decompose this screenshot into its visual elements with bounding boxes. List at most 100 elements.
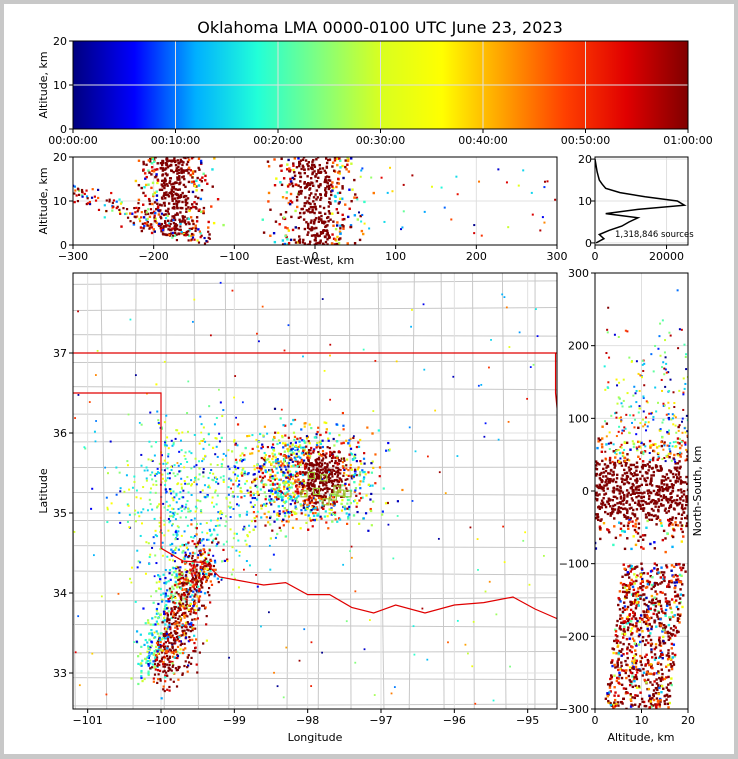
source-point (342, 428, 344, 430)
source-point (202, 440, 204, 442)
source-point (294, 498, 296, 500)
source-point (204, 175, 206, 177)
source-point (298, 450, 300, 452)
source-point (168, 580, 170, 582)
source-point (280, 529, 282, 531)
source-point (150, 208, 152, 210)
source-point (187, 381, 189, 383)
source-point (176, 501, 178, 503)
source-point (217, 541, 219, 543)
source-point (344, 166, 346, 168)
source-point (204, 576, 206, 578)
source-point (641, 475, 643, 477)
source-point (211, 533, 213, 535)
source-point (106, 497, 108, 499)
source-point (606, 465, 608, 467)
source-point (198, 158, 200, 160)
source-point (318, 172, 320, 174)
source-point (285, 469, 287, 471)
source-point (282, 239, 284, 241)
source-point (176, 685, 178, 687)
source-point (675, 517, 677, 519)
source-point (382, 510, 384, 512)
source-point (172, 499, 174, 501)
source-point (188, 491, 190, 493)
source-point (178, 451, 180, 453)
source-point (280, 158, 282, 160)
source-point (123, 491, 125, 493)
source-point (195, 189, 197, 191)
source-point (185, 632, 187, 634)
source-point (445, 492, 447, 494)
source-point (157, 650, 159, 652)
source-point (636, 486, 638, 488)
source-point (164, 619, 166, 621)
source-point (142, 204, 144, 206)
source-point (208, 587, 210, 589)
source-point (258, 340, 260, 342)
source-point (624, 457, 626, 459)
source-point (177, 513, 179, 515)
source-point (609, 462, 611, 464)
source-point (320, 443, 322, 445)
source-point (278, 439, 280, 441)
source-point (205, 606, 207, 608)
source-point (145, 213, 147, 215)
source-point (269, 484, 271, 486)
source-point (679, 467, 681, 469)
source-point (643, 496, 645, 498)
source-point (264, 452, 266, 454)
source-point (150, 223, 152, 225)
source-point (264, 426, 266, 428)
source-point (598, 463, 600, 465)
source-point (90, 508, 92, 510)
source-point (166, 436, 168, 438)
source-point (322, 232, 324, 234)
source-point (250, 494, 252, 496)
source-point (163, 225, 165, 227)
source-point (337, 474, 339, 476)
source-point (332, 162, 334, 164)
source-point (213, 506, 215, 508)
source-point (230, 516, 232, 518)
source-point (226, 498, 228, 500)
source-point (138, 207, 140, 209)
source-point (290, 193, 292, 195)
source-point (281, 184, 283, 186)
source-point (350, 226, 352, 228)
source-point (519, 331, 521, 333)
source-point (169, 569, 171, 571)
source-point (170, 492, 172, 494)
source-point (222, 224, 224, 226)
source-point (140, 677, 142, 679)
source-point (535, 308, 537, 310)
source-point (363, 478, 365, 480)
source-point (478, 181, 480, 183)
source-point (387, 192, 389, 194)
source-point (108, 200, 110, 202)
source-point (155, 383, 157, 385)
source-point (354, 242, 356, 244)
source-point (199, 500, 201, 502)
source-point (665, 512, 667, 514)
source-point (324, 454, 326, 456)
source-point (249, 531, 251, 533)
source-point (92, 188, 94, 190)
source-point (147, 622, 149, 624)
source-point (202, 538, 204, 540)
source-point (678, 513, 680, 515)
source-point (197, 167, 199, 169)
source-point (208, 444, 210, 446)
source-point (635, 544, 637, 546)
source-point (634, 523, 636, 525)
source-point (381, 177, 383, 179)
source-point (664, 537, 666, 539)
source-point (622, 478, 624, 480)
source-point (284, 515, 286, 517)
source-point (150, 623, 152, 625)
source-point (133, 481, 135, 483)
source-point (613, 496, 615, 498)
source-point (624, 472, 626, 474)
source-point (118, 512, 120, 514)
